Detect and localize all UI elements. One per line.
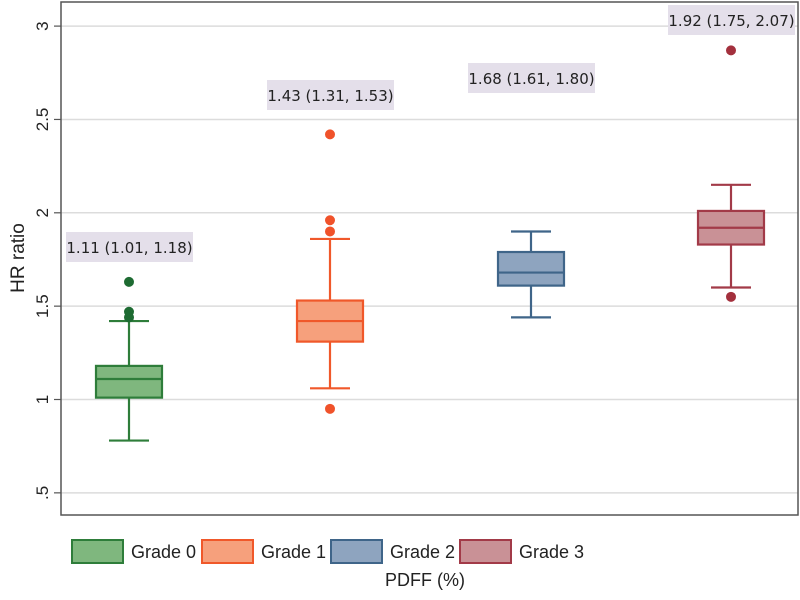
y-tick-label: 1.5 (33, 294, 52, 318)
box-iqr (496, 250, 566, 287)
outlier-point (325, 215, 335, 226)
legend-swatch (201, 539, 254, 564)
y-axis: .5 1 1.5 2 2.5 3 (33, 21, 61, 500)
annotations: 1.11 (1.01, 1.18) 1.43 (1.31, 1.53) 1.68 (… (66, 5, 795, 262)
y-tick-label: .5 (33, 486, 52, 500)
outlier-point (325, 129, 335, 140)
outlier-point (726, 291, 736, 302)
legend-label: Grade 2 (390, 542, 455, 562)
annotation-label: 1.11 (1.01, 1.18) (66, 239, 192, 257)
annotation-bg (468, 63, 595, 93)
annotation-bg (668, 5, 795, 35)
y-axis-title: HR ratio (8, 223, 29, 293)
annotation-bg (267, 80, 394, 110)
y-tick-label: 2 (33, 208, 52, 217)
annotation-bg (66, 232, 193, 262)
x-axis-title: PDFF (%) (385, 570, 465, 590)
legend-swatch (459, 539, 512, 564)
legend-label: Grade 0 (131, 542, 196, 562)
y-tick-label: 2.5 (33, 108, 52, 132)
box-iqr (94, 364, 164, 399)
y-tick-label: 3 (33, 21, 52, 30)
annotation-label: 1.92 (1.75, 2.07) (668, 12, 794, 30)
y-tick-label: 1 (33, 395, 52, 404)
outlier-point (325, 226, 335, 237)
legend-label: Grade 3 (519, 542, 584, 562)
plot-frame (60, 1, 799, 516)
legend-swatch (330, 539, 383, 564)
gridlines (61, 25, 798, 494)
legend-label: Grade 1 (261, 542, 326, 562)
legend-swatch (71, 539, 124, 564)
annotation-label: 1.68 (1.61, 1.80) (468, 70, 594, 88)
legend: Grade 0 Grade 1 Grade 2 Grade 3 (71, 539, 584, 564)
annotation-label: 1.43 (1.31, 1.53) (267, 87, 393, 105)
outlier-point (124, 312, 134, 323)
outlier-point (726, 45, 736, 56)
outlier-point (325, 403, 335, 414)
boxes (94, 45, 766, 442)
outlier-point (124, 276, 134, 287)
